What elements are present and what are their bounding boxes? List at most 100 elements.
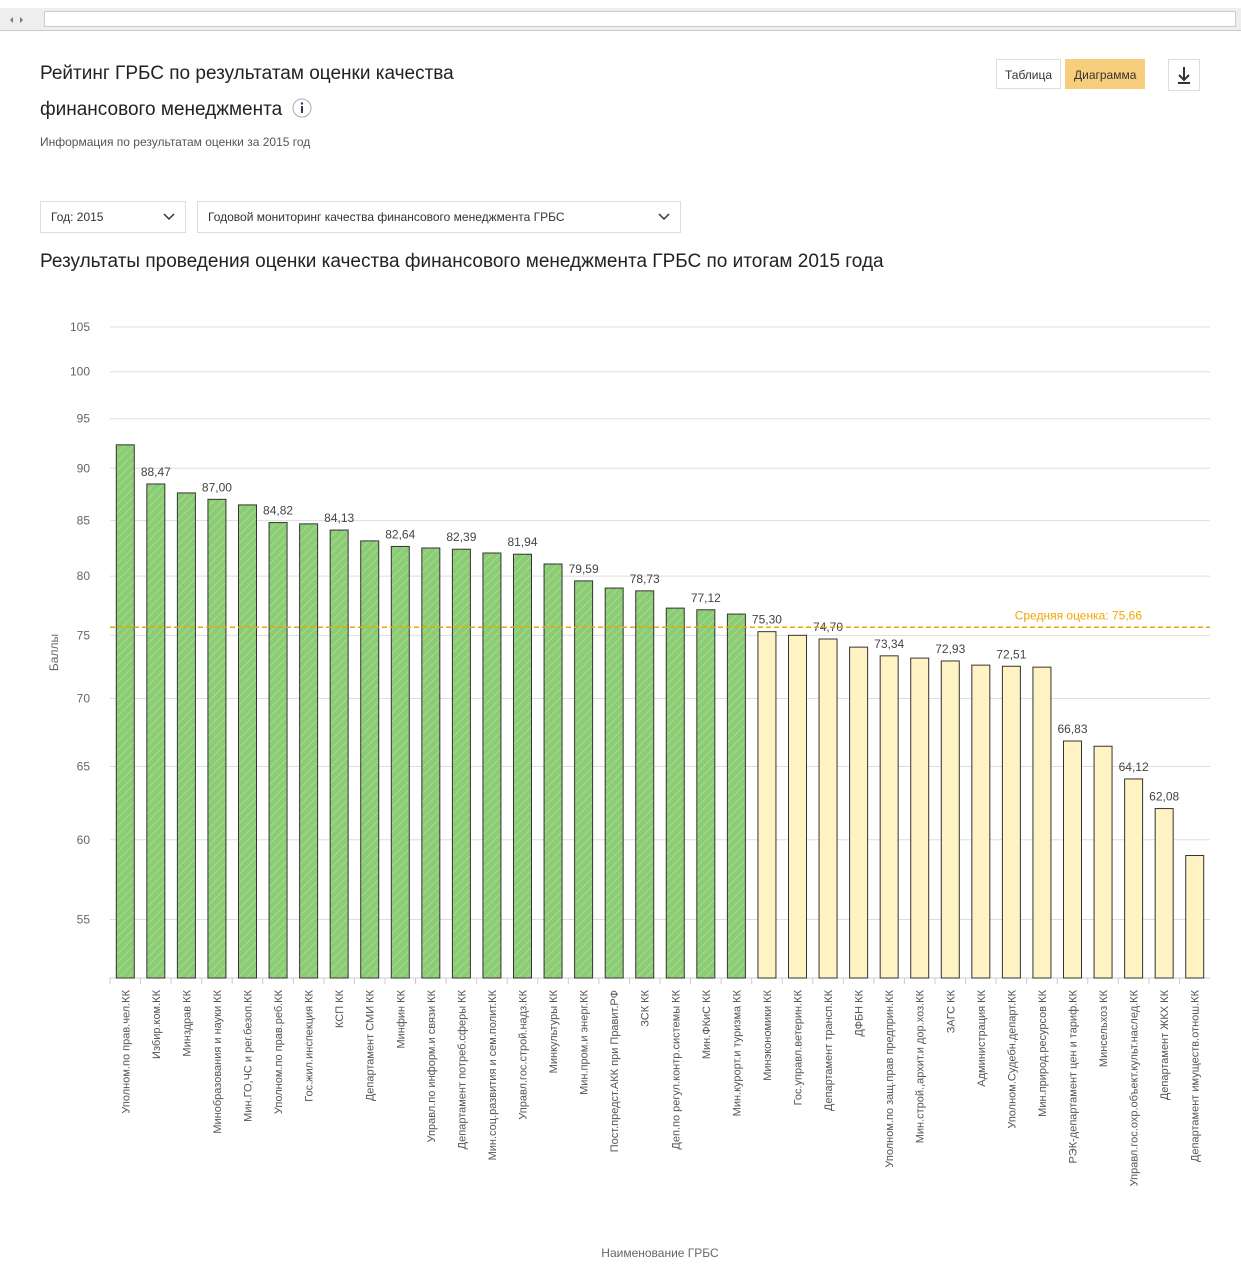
x-tick-label: Департамент имуществ.отнош.КК [1190,989,1202,1162]
x-tick-label: Уполном.по прав.реб.КК [273,989,285,1114]
value-label: 62,08 [1149,790,1179,804]
table-button[interactable]: Таблица [996,59,1062,89]
bar [238,504,257,979]
value-label: 72,51 [996,647,1026,661]
y-tick-label: 65 [77,759,91,773]
bar [543,563,563,979]
chart: 55 60 65 70 75 80 85 90 95 100 105 Баллы Наименовани… [47,320,1210,1260]
x-tick-label: Минфин КК [395,989,407,1048]
x-tick-label: Минздрав КК [181,989,193,1056]
x-tick-label: Департамент ЖКХ КК [1159,989,1171,1100]
value-label: 66,83 [1057,722,1087,736]
y-tick-label: 85 [77,514,91,528]
year-select[interactable]: Год: 2015 [40,201,186,233]
x-tick-label: Избир.ком.КК [151,989,163,1059]
x-tick-label: Деп.по регул.контр.системы КК [670,989,682,1149]
bar [665,607,685,979]
average-label: Средняя оценка: 75,66 [1015,608,1143,622]
bar [421,547,441,979]
x-tick-label: Мин.ФКиС КК [701,989,713,1059]
bar [1124,778,1144,979]
bar [146,483,166,979]
bar [1154,808,1174,979]
bar [1032,666,1052,979]
bar [1093,745,1113,979]
subtitle: Информация по результатам оценки за 2015… [40,135,311,149]
bar [513,553,532,979]
value-label: 82,39 [446,530,476,544]
bar [1185,855,1205,979]
bar [940,660,960,979]
x-tick-label: Пост.предст.АКК при Правит.РФ [609,990,621,1152]
bar [268,522,288,979]
bar [1001,665,1021,979]
x-tick-label: Администрация КК [976,989,988,1086]
info-icon[interactable] [291,97,313,119]
bar [207,498,227,979]
x-tick-label: Управл.гос.охр.объект.культ.наслед.КК [1129,989,1141,1186]
nav-arrows[interactable] [0,8,40,28]
x-tick-label: Мин.природ.ресурсов КК [1037,989,1049,1116]
bar [176,492,196,979]
bar [329,529,349,979]
value-label: 74,70 [813,620,843,634]
x-tick-label: ЗАГС КК [945,989,957,1033]
bar [910,657,930,979]
bar [635,590,655,979]
y-tick-label: 95 [77,412,91,426]
chart-button[interactable]: Диаграмма [1065,59,1146,89]
x-tick-label: Управл.гос.строй.надз.КК [518,989,530,1119]
value-label: 79,59 [569,562,599,576]
title-text: Рейтинг ГРБС по результатам оценки качес… [40,63,454,120]
x-tick-label: ЗСК КК [640,989,652,1026]
x-tick-label: Мин.соц.развития и сем.полит.КК [487,989,499,1160]
x-tick-label: КСП КК [334,989,346,1028]
year-text: Год: 2015 [51,210,104,224]
x-tick-label: ДФБН КК [854,989,866,1036]
value-label: 73,34 [874,637,904,651]
monitoring-select[interactable]: Годовой мониторинг качества финансового … [197,201,681,233]
value-label: 81,94 [507,535,537,549]
bar [299,523,319,979]
bar [574,580,594,979]
x-tick-label: Мин.пром.и энерг.КК [579,989,591,1095]
y-tick-label: 80 [77,569,91,583]
value-label: 88,47 [141,465,171,479]
y-tick-label: 70 [77,692,91,706]
y-tick-label: 75 [77,628,91,642]
bar [115,444,135,979]
y-tick-label: 90 [77,461,91,475]
x-tick-label: Минсельхоз КК [1098,989,1110,1067]
value-label: 84,13 [324,511,354,525]
value-label: 82,64 [385,527,415,541]
bar [726,613,746,979]
value-label: 84,82 [263,504,293,518]
y-axis-title: Баллы [47,634,61,671]
download-button[interactable] [1168,59,1200,91]
value-label: 75,30 [752,613,782,627]
x-tick-label: Гос.управл.ветерин.КК [793,989,805,1105]
value-label: 77,12 [691,591,721,605]
bar [451,548,471,979]
y-tick-label: 60 [77,833,91,847]
value-label: 64,12 [1119,760,1149,774]
bar [1063,740,1082,979]
bar [604,587,624,979]
x-tick-label: Департамент трансп.КК [823,989,835,1111]
x-tick-label: Минобразования и науки КК [212,989,224,1133]
address-bar[interactable] [44,11,1236,27]
x-tick-label: Минкультуры КК [548,989,560,1073]
x-tick-label: Мин.курорт.и туризма КК [731,989,743,1116]
x-tick-label: Уполном.Судебн.департ.КК [1006,989,1018,1128]
bar [696,609,716,979]
x-tick-label: Управл.по информ.и связи КК [426,989,438,1142]
monitoring-text: Годовой мониторинг качества финансового … [208,210,565,224]
x-tick-label: РЭК-департамент цен и тариф.КК [1068,989,1080,1163]
y-tick-label: 100 [70,365,90,379]
bar [360,540,380,979]
chart-title: Результаты проведения оценки качества фи… [40,251,884,272]
bar [849,646,869,979]
x-tick-label: Мин.ГО,ЧС и рег.безоп.КК [243,989,255,1121]
page-title: Рейтинг ГРБС по результатам оценки качес… [40,56,510,128]
